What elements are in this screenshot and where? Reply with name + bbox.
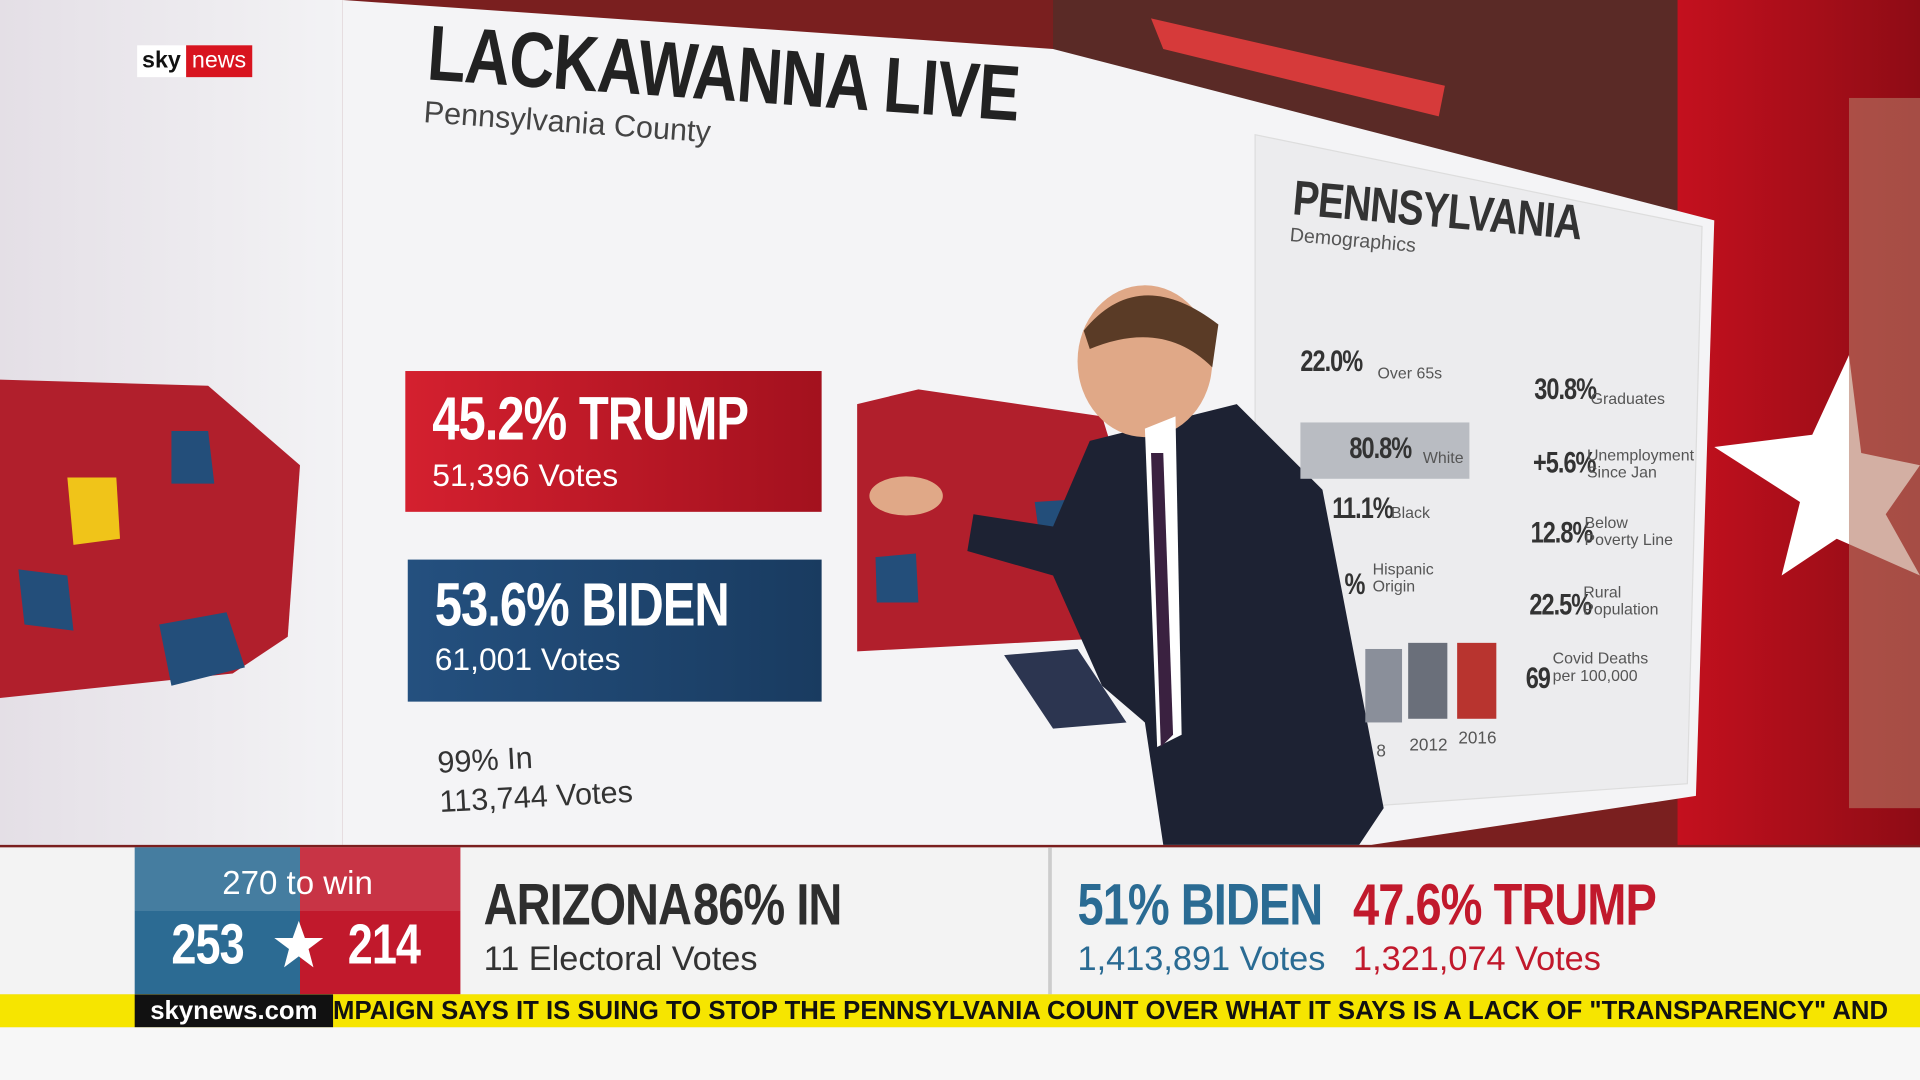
stat-label: Over 65s xyxy=(1377,363,1443,383)
year-label: 8 xyxy=(1376,740,1386,761)
trump-state-headline: 47.6% TRUMP xyxy=(1353,873,1657,938)
stat-label: Hispanic Origin xyxy=(1372,559,1434,596)
tally-trump: 214 xyxy=(347,912,421,976)
tally-biden: 253 xyxy=(171,912,244,976)
stat-value: 12.8% xyxy=(1530,516,1594,550)
biden-votes: 61,001 Votes xyxy=(434,640,621,678)
stat-label: Black xyxy=(1391,503,1430,522)
star-icon xyxy=(274,920,324,968)
tally-box: 270 to win 253 214 xyxy=(134,847,461,995)
stat-value: 30.8% xyxy=(1534,373,1597,407)
channel-logo: sky news xyxy=(137,45,253,78)
stat-label: Below Poverty Line xyxy=(1584,513,1673,549)
stat-value: 22.5% xyxy=(1529,588,1592,623)
stat-value: 69 xyxy=(1525,662,1551,696)
bottom-strip xyxy=(0,1027,1920,1080)
stat-value: % xyxy=(1344,568,1365,602)
stat-label: White xyxy=(1422,448,1464,467)
biden-state-headline: 51% BIDEN xyxy=(1077,873,1324,938)
ticker-site: skynews.com xyxy=(134,994,334,1028)
divider xyxy=(1048,847,1052,995)
trump-result-box: 45.2% TRUMP 51,396 Votes xyxy=(405,371,822,512)
ticker-text: MPAIGN SAYS IT IS SUING TO STOP THE PENN… xyxy=(333,996,1889,1025)
stat-value: 80.8% xyxy=(1349,432,1412,466)
logo-sky: sky xyxy=(137,45,186,78)
trump-headline: 45.2% TRUMP xyxy=(432,384,749,454)
year-label: 2012 xyxy=(1409,734,1448,755)
biden-state-votes: 1,413,891 Votes xyxy=(1077,939,1326,978)
state-reporting: 86% IN xyxy=(693,873,842,938)
lower-third: 270 to win 253 214 ARIZONA 86% IN 11 Ele… xyxy=(0,847,1920,995)
state-electoral-votes: 11 Electoral Votes xyxy=(483,939,758,978)
state-name: ARIZONA xyxy=(483,873,692,938)
biden-result-box: 53.6% BIDEN 61,001 Votes xyxy=(407,559,822,702)
stat-label: Covid Deaths per 100,000 xyxy=(1552,648,1649,685)
ticker: MPAIGN SAYS IT IS SUING TO STOP THE PENN… xyxy=(0,994,1920,1028)
tally-caption: 270 to win xyxy=(222,864,373,902)
stat-label: Rural Population xyxy=(1583,582,1659,619)
stat-value: +5.6% xyxy=(1533,446,1596,480)
stat-label: Unemployment Since Jan xyxy=(1586,445,1695,482)
highlight-bar xyxy=(1300,422,1470,479)
trump-votes: 51,396 Votes xyxy=(432,456,619,494)
stat-value: 11.1% xyxy=(1332,492,1393,526)
logo-news: news xyxy=(185,45,253,78)
trump-state-votes: 1,321,074 Votes xyxy=(1353,939,1601,978)
year-label: 2016 xyxy=(1458,727,1497,747)
stat-label: Graduates xyxy=(1590,389,1665,408)
biden-headline: 53.6% BIDEN xyxy=(434,570,730,640)
stat-value: 22.0% xyxy=(1300,345,1363,379)
